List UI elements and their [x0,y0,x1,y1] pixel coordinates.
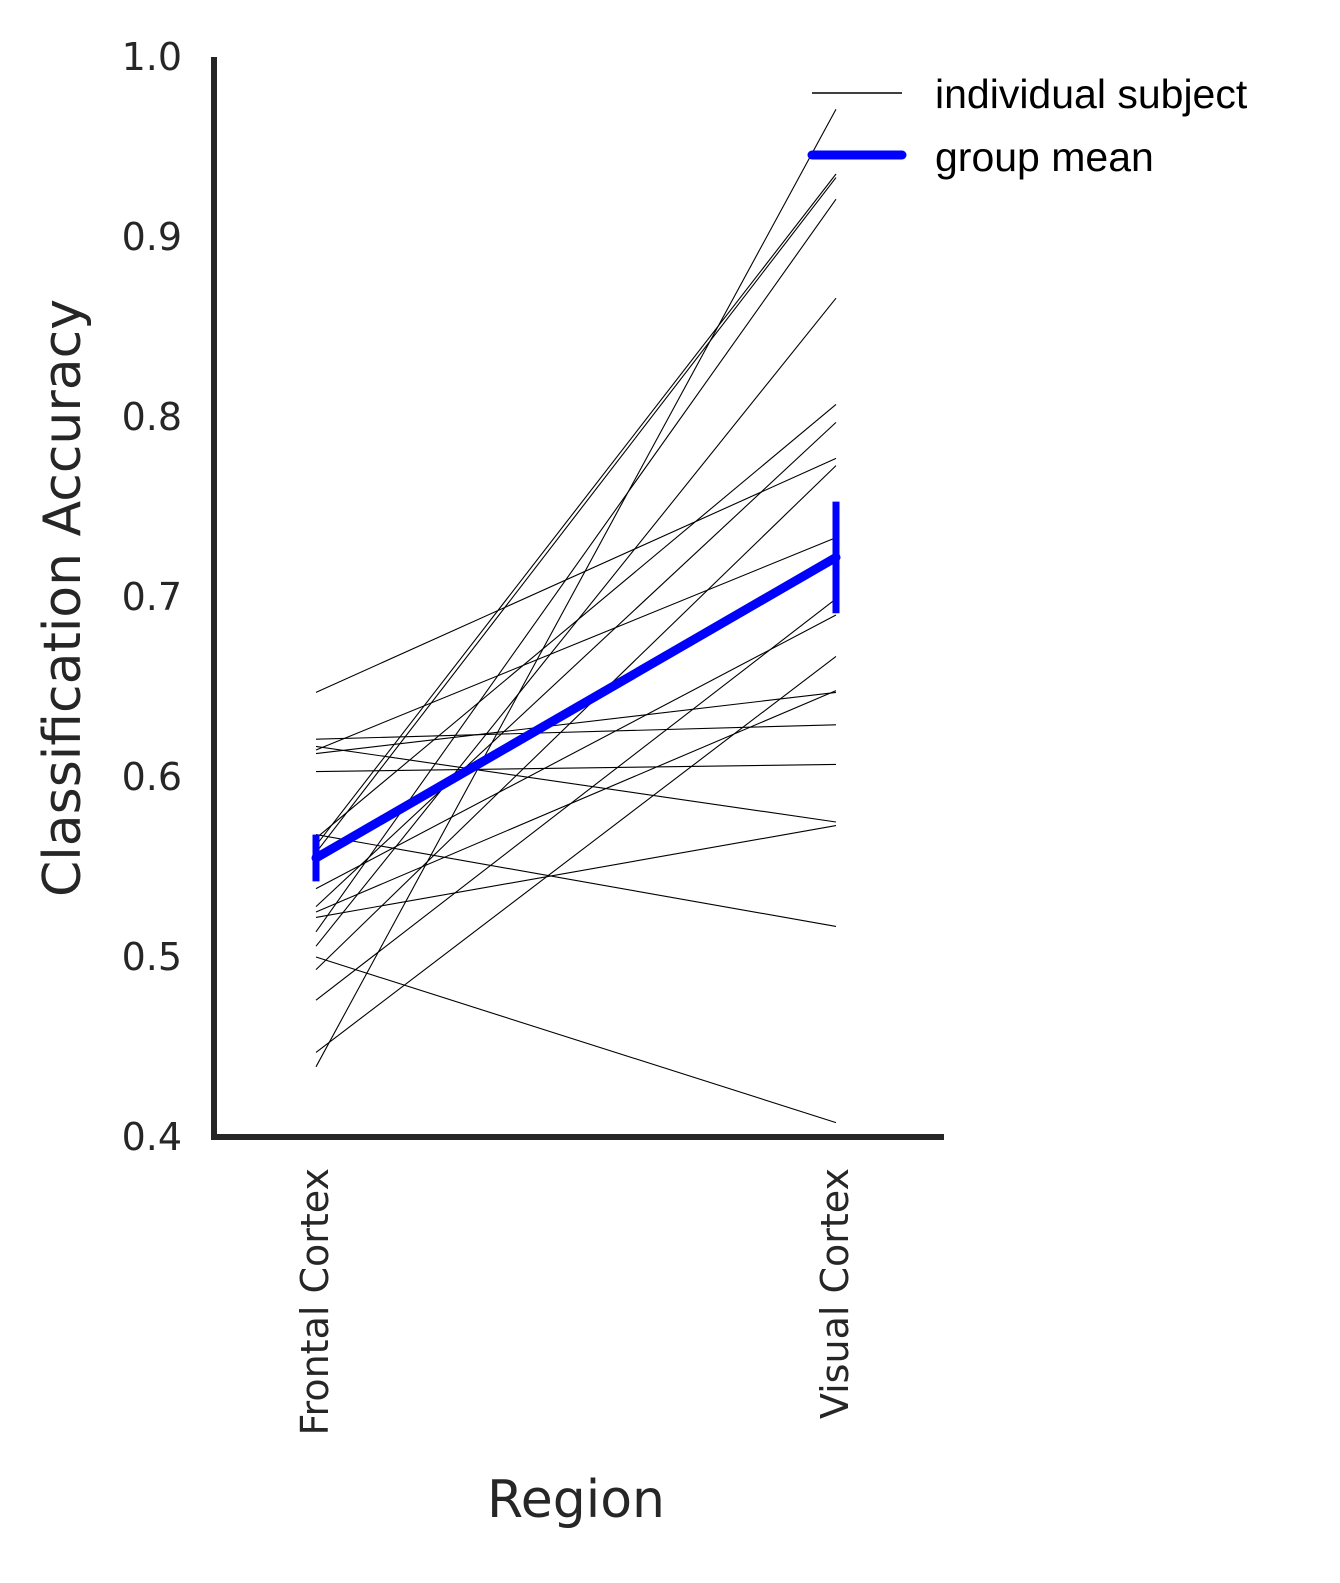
legend-label-group-mean: group mean [935,134,1154,180]
y-tick-label: 0.8 [122,395,182,439]
y-tick-label: 0.6 [122,755,182,799]
subject-line [315,825,837,918]
subject-line [315,690,837,913]
y-axis-label: Classification Accuracy [33,299,93,897]
legend-label-individual: individual subject [935,71,1248,117]
subject-line [315,465,837,970]
y-tick-label: 1.0 [122,35,182,79]
group-mean-line [311,552,841,863]
subject-line [315,745,837,823]
subject-line [315,403,837,839]
x-tick-labels: Frontal Cortex Visual Cortex [293,1168,857,1436]
legend: individual subject group mean [807,71,1248,180]
subject-line [315,297,837,947]
subject-line [315,655,837,1053]
y-tick-labels: 0.4 0.5 0.6 0.7 0.8 0.9 1.0 [122,35,182,1159]
subject-line [315,537,837,751]
subject-line [315,691,837,755]
subject-line [315,763,837,773]
subject-lines [315,108,837,1124]
x-tick-label: Frontal Cortex [293,1168,337,1436]
group-mean [311,501,841,882]
y-tick-label: 0.4 [122,1115,182,1159]
subject-line [315,198,837,933]
subject-line [315,956,837,1124]
subject-line [315,457,837,693]
x-tick-label: Visual Cortex [813,1168,857,1419]
subject-line [315,108,837,1068]
subject-line [315,598,837,1001]
subject-line [315,614,837,890]
subject-line [315,724,837,740]
x-axis-label: Region [487,1470,665,1530]
subject-line [315,173,837,846]
y-tick-label: 0.5 [122,935,182,979]
y-tick-label: 0.7 [122,575,182,619]
subject-line [315,834,837,927]
y-tick-label: 0.9 [122,215,182,259]
subject-line [315,177,837,853]
subject-line [315,421,837,908]
